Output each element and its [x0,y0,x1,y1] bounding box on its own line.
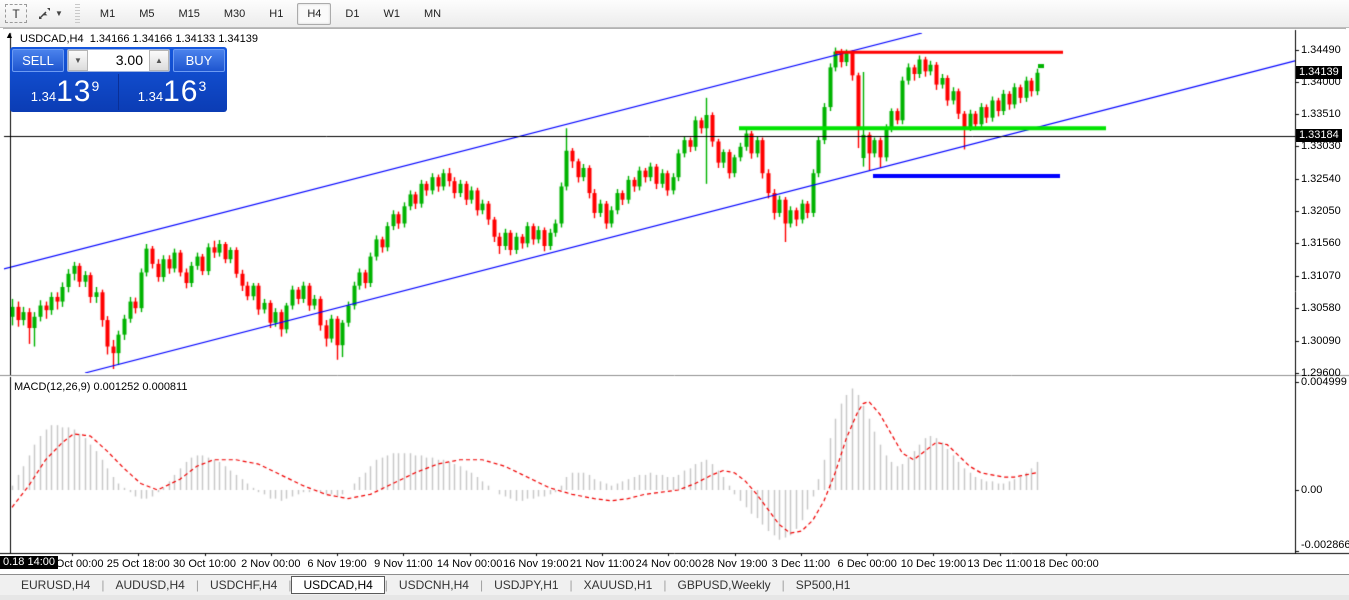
macd-indicator-label: MACD(12,26,9) 0.001252 0.000811 [14,381,188,393]
macd-tick-label: -0.002866 [1301,539,1349,551]
tab-separator: | [101,578,105,592]
symbol-tab-audusd[interactable]: AUDUSD,H4 [115,578,185,592]
time-tick-label: 3 Dec 11:00 [771,558,831,570]
crosshair-price-badge: 1.33184 [1296,128,1342,142]
timeframe-button-m5[interactable]: M5 [139,7,155,20]
price-tick-label: 1.32540 [1301,172,1341,185]
toolbar-grip [74,3,80,24]
top-toolbar: T ▼ M1 M5 M15 M30 H1 H4 D1 W1 MN [0,0,1349,28]
buy-price-pip-digit: 3 [198,78,207,94]
volume-input[interactable]: 3.00 [88,50,149,71]
volume-up-button[interactable]: ▲ [149,50,169,71]
buy-price-big-digits: 16 [163,75,199,108]
time-tick-label: 13 Dec 11:00 [967,558,1033,570]
time-tick-label: 2 Nov 00:00 [241,558,301,570]
timeframe-button-h4[interactable]: H4 [297,2,332,25]
tab-separator: | [384,578,388,592]
text-tool-icon[interactable]: T [5,4,27,23]
time-tick-label: 10 Dec 19:00 [900,558,967,570]
symbol-tab-usdjpy[interactable]: USDJPY,H1 [494,578,559,592]
tab-separator: | [781,578,785,592]
symbol-tab-gbpusd[interactable]: GBPUSD,Weekly [677,578,771,592]
buy-button[interactable]: BUY [173,49,225,72]
price-tick-label: 1.34490 [1301,43,1341,56]
price-tick-label: 1.30090 [1301,334,1341,347]
time-tick-label: 6 Dec 00:00 [837,558,897,570]
timeframe-button-h1[interactable]: H1 [269,7,284,20]
high-value: 1.34166 [132,33,173,45]
sell-price-big-digits: 13 [56,75,92,108]
time-tick-label: 16 Nov 19:00 [503,558,569,570]
crosshair-time-badge: 0.18 14:00 [0,556,58,569]
tab-separator: | [479,578,484,592]
timeframe-button-d1[interactable]: D1 [345,7,360,20]
open-value: 1.34166 [89,33,130,45]
one-click-trade-panel: SELL ▼ 3.00 ▲ BUY 1.34 13 9 1.34 16 3 [10,47,227,112]
price-tick-label: 1.33510 [1301,108,1341,121]
sell-price-prefix: 1.34 [30,89,57,104]
symbol-tab-xauusd[interactable]: XAUUSD,H1 [583,578,653,592]
symbol-tab-usdcnh[interactable]: USDCNH,H4 [398,578,469,592]
arrow-object-icon: ▲ [5,30,14,40]
sell-button[interactable]: SELL [12,49,64,72]
price-tick-label: 1.29600 [1301,367,1341,379]
buy-price-prefix: 1.34 [137,89,164,104]
symbol-tab-bar: EURUSD,H4 | AUDUSD,H4 | USDCHF,H4 | USDCAD,H4 |… [0,574,1349,595]
macd-tick-label: 0.004999 [1301,376,1347,389]
tab-separator: | [569,578,573,592]
price-tick-label: 1.31560 [1301,237,1341,250]
sell-price-pip-digit: 9 [91,78,100,94]
symbol-tab-eurusd[interactable]: EURUSD,H4 [21,578,91,592]
close-value: 1.34139 [218,33,258,45]
timeframe-buttons: M1 M5 M15 M30 H1 H4 D1 W1 MN [88,2,453,25]
price-tick-label: 1.33030 [1301,140,1341,153]
chart-ohlc-header: USDCAD,H4 1.34166 1.34166 1.34133 1.3413… [20,33,258,45]
low-value: 1.34133 [175,33,216,45]
price-tick-label: 1.31070 [1301,269,1341,282]
tab-separator: | [663,578,667,592]
dropdown-caret-icon[interactable]: ▼ [55,9,63,18]
symbol-tab-usdcad[interactable]: USDCAD,H4 [291,576,385,594]
double-arrow-icon [39,8,50,19]
macd-tick-label: 0.00 [1301,484,1323,496]
time-tick-label: 9 Nov 11:00 [374,558,433,570]
timeframe-button-m15[interactable]: M15 [178,7,200,20]
time-tick-label: 28 Nov 19:00 [701,558,768,570]
tab-separator: | [195,578,199,592]
bottom-strip [0,595,1349,600]
time-tick-label: 25 Oct 18:00 [106,558,170,570]
timeframe-button-m30[interactable]: M30 [223,7,246,20]
time-tick-label: 30 Oct 10:00 [173,558,237,570]
current-price-badge: 1.34139 [1296,65,1342,79]
symbol-tab-usdchf[interactable]: USDCHF,H4 [209,578,278,592]
arrows-tool-icon[interactable]: ▼ [37,6,63,21]
timeframe-button-mn[interactable]: MN [423,7,442,20]
time-tick-label: 21 Nov 11:00 [569,558,635,570]
timeframe-button-w1[interactable]: W1 [383,7,400,20]
volume-down-button[interactable]: ▼ [68,50,88,71]
symbol-period-label: USDCAD,H4 [20,33,84,45]
buy-price-display[interactable]: 1.34 16 3 [119,74,225,110]
price-tick-label: 1.30580 [1301,302,1341,315]
time-tick-label: 24 Nov 00:00 [635,558,702,570]
price-tick-label: 1.32050 [1301,204,1341,217]
time-tick-label: 14 Nov 00:00 [436,558,503,570]
timeframe-button-m1[interactable]: M1 [99,7,116,20]
symbol-tab-sp500[interactable]: SP500,H1 [795,578,851,592]
sell-price-display[interactable]: 1.34 13 9 [12,74,119,110]
volume-stepper: ▼ 3.00 ▲ [67,49,170,72]
price-tick-label: 1.34000 [1301,75,1341,88]
time-tick-label: 6 Nov 19:00 [307,558,367,570]
tab-separator: | [288,578,292,592]
time-tick-label: 18 Dec 00:00 [1033,558,1099,570]
